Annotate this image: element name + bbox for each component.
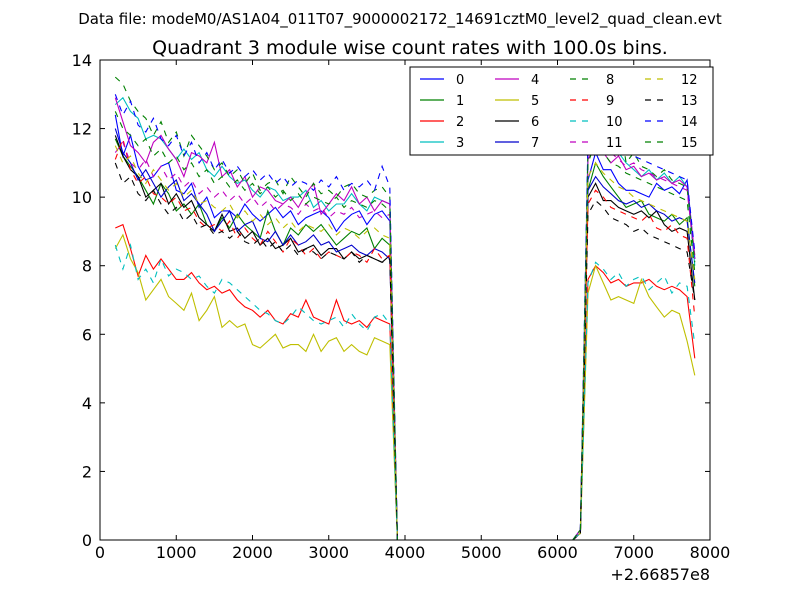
series-line-6 [114,135,696,540]
y-tick-label: 0 [82,531,92,550]
series-line-10 [114,242,696,540]
series-line-14 [114,94,696,540]
series-line-9 [114,137,696,540]
series-line-5 [114,233,696,540]
series-line-13 [114,162,696,540]
x-axis: 0 1000 2000 3000 4000 5000 6000 7000 8000 [95,60,730,562]
y-tick-label: 10 [72,188,92,207]
y-tick-label: 2 [82,462,92,481]
series-line-15 [114,111,696,540]
legend-label-9: 9 [606,94,614,109]
legend-label-14: 14 [681,115,698,130]
y-tick-label: 8 [82,257,92,276]
series-line-0 [114,114,696,540]
y-tick-label: 12 [72,120,92,139]
legend-label-0: 0 [456,73,464,88]
chart-title: Quadrant 3 module wise count rates with … [152,37,668,59]
series-line-12 [114,145,696,540]
legend-label-2: 2 [456,115,464,130]
legend-label-5: 5 [531,94,539,109]
x-offset-label: +2.66857e8 [610,565,710,584]
x-tick-label: 3000 [308,543,349,562]
x-tick-label: 5000 [461,543,502,562]
legend-label-1: 1 [456,94,464,109]
x-tick-label: 4000 [385,543,426,562]
legend-label-13: 13 [681,94,698,109]
x-tick-label: 8000 [690,543,731,562]
legend-label-7: 7 [531,136,539,151]
legend-label-11: 11 [606,136,623,151]
legend-label-12: 12 [681,73,698,88]
legend-label-15: 15 [681,136,698,151]
y-tick-label: 14 [72,51,92,70]
x-tick-label: 2000 [232,543,273,562]
x-tick-label: 6000 [537,543,578,562]
legend-label-6: 6 [531,115,539,130]
x-tick-label: 7000 [613,543,654,562]
x-tick-label: 0 [95,543,105,562]
legend-label-3: 3 [456,136,464,151]
legend-label-8: 8 [606,73,614,88]
legend-label-4: 4 [531,73,539,88]
legend-label-10: 10 [606,115,623,130]
legend-box [409,66,714,156]
chart-suptitle: Data file: modeM0/AS1A04_011T07_90000021… [78,10,722,29]
x-tick-label: 1000 [156,543,197,562]
y-tick-label: 4 [82,394,92,413]
series-line-2 [115,223,696,540]
y-tick-label: 6 [82,325,92,344]
